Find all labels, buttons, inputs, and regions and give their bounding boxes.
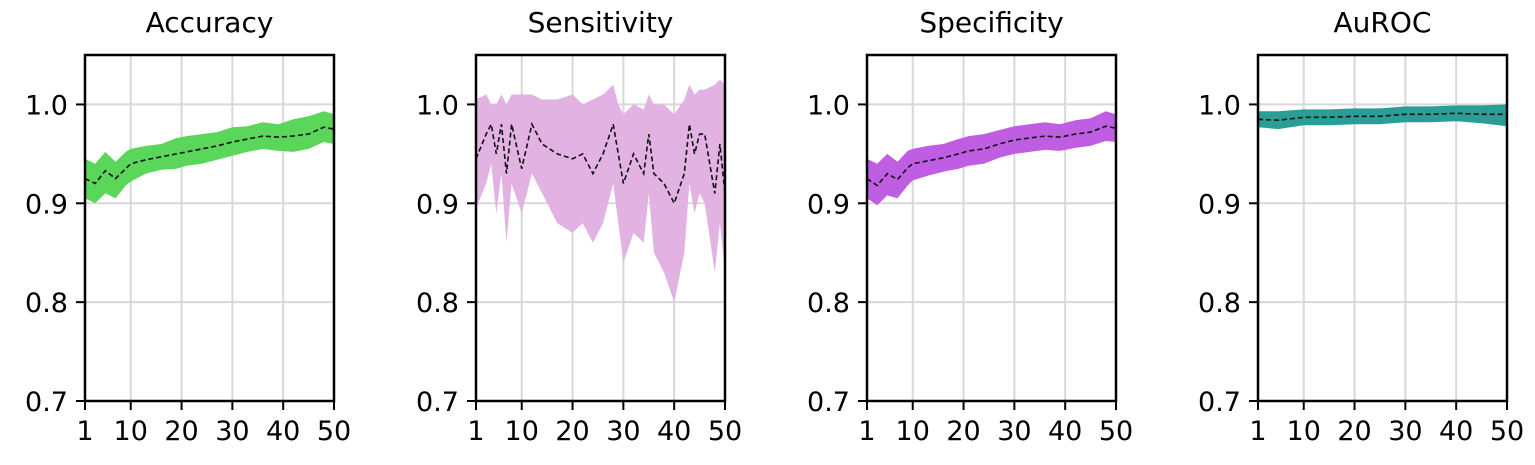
chart-panel-4: 1 10 20 30 40 50 0.7 0.8 0.9 1.0 AuROC: [1198, 6, 1524, 447]
x-tick-label: 10: [896, 416, 930, 447]
x-tick-label: 1: [467, 416, 484, 447]
x-tick-label: 20: [164, 416, 198, 447]
y-tick-label: 0.9: [416, 189, 459, 220]
confidence-band: [85, 111, 334, 204]
x-tick-label: 20: [946, 416, 980, 447]
y-tick-label: 1.0: [1198, 90, 1241, 121]
x-tick-label: 20: [1337, 416, 1371, 447]
x-tick-label: 50: [1490, 416, 1524, 447]
y-tick-label: 1.0: [25, 90, 68, 121]
y-tick-label: 0.8: [416, 288, 459, 319]
y-tick-label: 0.7: [416, 387, 459, 418]
x-tick-label: 50: [708, 416, 742, 447]
x-tick-label: 40: [1048, 416, 1082, 447]
y-tick-label: 0.8: [1198, 288, 1241, 319]
confidence-band: [476, 79, 725, 303]
y-tick-label: 0.9: [1198, 189, 1241, 220]
x-tick-label: 40: [657, 416, 691, 447]
x-tick-label: 30: [606, 416, 640, 447]
x-tick-label: 20: [555, 416, 589, 447]
x-tick-label: 1: [1249, 416, 1266, 447]
mean-line: [1258, 112, 1507, 122]
y-tick-label: 1.0: [416, 90, 459, 121]
y-tick-label: 0.7: [807, 387, 850, 418]
x-tick-label: 40: [1439, 416, 1473, 447]
mean-line: [85, 126, 334, 185]
x-tick-label: 30: [997, 416, 1031, 447]
y-tick-label: 0.7: [1198, 387, 1241, 418]
axes-frame: [865, 53, 1118, 403]
chart-title: Sensitivity: [528, 6, 674, 39]
x-tick-label: 30: [215, 416, 249, 447]
axes-frame: [83, 53, 336, 403]
y-tick-label: 0.8: [807, 288, 850, 319]
chart-panel-3: 1 10 20 30 40 50 0.7 0.8 0.9 1.0 Specificity: [807, 6, 1133, 447]
x-tick-label: 30: [1388, 416, 1422, 447]
confidence-band: [867, 111, 1116, 206]
x-tick-label: 50: [1099, 416, 1133, 447]
chart-panel-2: 1 10 20 30 40 50 0.7 0.8 0.9 1.0 Sensitivity: [416, 6, 742, 447]
chart-title: AuROC: [1334, 6, 1432, 39]
chart-title: Specificity: [919, 6, 1063, 39]
mean-line: [867, 125, 1116, 187]
x-tick-label: 40: [266, 416, 300, 447]
x-tick-label: 1: [76, 416, 93, 447]
x-tick-label: 10: [114, 416, 148, 447]
chart-title: Accuracy: [146, 6, 274, 39]
x-tick-label: 50: [317, 416, 351, 447]
y-tick-label: 0.8: [25, 288, 68, 319]
x-tick-label: 10: [505, 416, 539, 447]
y-tick-label: 0.9: [25, 189, 68, 220]
x-tick-label: 10: [1287, 416, 1321, 447]
y-tick-label: 1.0: [807, 90, 850, 121]
mean-line: [476, 121, 725, 206]
axes-frame: [1256, 53, 1509, 403]
axes-frame: [474, 53, 727, 403]
y-tick-label: 0.7: [25, 387, 68, 418]
chart-panel-1: 1 10 20 30 40 50 0.7 0.8 0.9 1.0 Accuracy: [25, 6, 351, 447]
x-tick-label: 1: [858, 416, 875, 447]
y-tick-label: 0.9: [807, 189, 850, 220]
